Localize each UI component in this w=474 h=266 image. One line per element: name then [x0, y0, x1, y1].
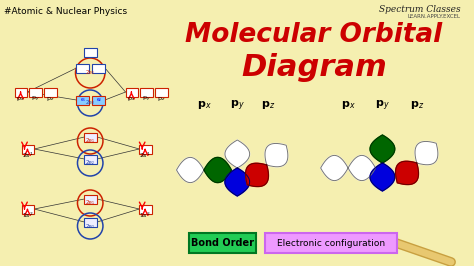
- Polygon shape: [265, 143, 288, 167]
- Text: 2e₁: 2e₁: [86, 139, 95, 143]
- Polygon shape: [370, 135, 395, 163]
- Polygon shape: [370, 163, 395, 191]
- Text: Molecular Orbital: Molecular Orbital: [185, 22, 442, 48]
- Text: p$_z$: p$_z$: [410, 99, 424, 111]
- Polygon shape: [204, 157, 231, 182]
- Polygon shape: [396, 161, 419, 185]
- Text: p$_x$: p$_x$: [127, 95, 136, 103]
- Text: LEARN.APPLY.EXCEL: LEARN.APPLY.EXCEL: [408, 14, 461, 19]
- Bar: [92, 96, 105, 105]
- Bar: [140, 88, 153, 97]
- Bar: [84, 48, 97, 57]
- Text: 2s$^1$: 2s$^1$: [139, 151, 151, 160]
- Bar: [15, 88, 27, 97]
- Text: 2s$^1$: 2s$^1$: [22, 151, 33, 160]
- Bar: [84, 218, 97, 227]
- Text: p$_z$: p$_z$: [46, 95, 54, 103]
- Text: 2e₂: 2e₂: [86, 101, 95, 106]
- Text: 2e₂: 2e₂: [86, 160, 95, 165]
- Bar: [92, 64, 105, 73]
- Text: p$_x$: p$_x$: [197, 99, 211, 111]
- Bar: [139, 145, 152, 154]
- Text: Spectrum Classes: Spectrum Classes: [379, 5, 461, 14]
- Polygon shape: [246, 163, 268, 186]
- Bar: [84, 155, 97, 164]
- Text: 2e₂: 2e₂: [86, 223, 95, 228]
- Polygon shape: [176, 157, 204, 182]
- Text: p$_y$: p$_y$: [230, 98, 245, 113]
- Bar: [84, 195, 97, 204]
- Bar: [76, 96, 89, 105]
- Bar: [29, 88, 42, 97]
- Bar: [44, 88, 57, 97]
- Text: p$_z$: p$_z$: [156, 95, 165, 103]
- Bar: [139, 205, 152, 214]
- Polygon shape: [415, 142, 438, 165]
- Polygon shape: [320, 155, 348, 181]
- Text: Bond Order: Bond Order: [191, 238, 254, 248]
- Bar: [84, 133, 97, 142]
- Text: 1s$^2$: 1s$^2$: [22, 211, 33, 220]
- Text: Electronic configuration: Electronic configuration: [277, 239, 385, 247]
- Text: 2e₁: 2e₁: [86, 70, 95, 76]
- Bar: [76, 64, 89, 73]
- Text: 1s$^2$: 1s$^2$: [139, 211, 151, 220]
- Polygon shape: [225, 168, 250, 196]
- Bar: [126, 88, 138, 97]
- Polygon shape: [348, 155, 375, 181]
- Bar: [22, 205, 34, 214]
- Text: 2e₁: 2e₁: [86, 201, 95, 206]
- Text: #Atomic & Nuclear Physics: #Atomic & Nuclear Physics: [4, 7, 127, 16]
- Text: e₂: e₂: [97, 97, 101, 102]
- Text: p$_x$: p$_x$: [16, 95, 25, 103]
- Text: p$_z$: p$_z$: [261, 99, 275, 111]
- Bar: [265, 233, 397, 253]
- Text: p$_x$: p$_x$: [341, 99, 356, 111]
- Text: p$_y$: p$_y$: [31, 95, 40, 104]
- Text: p$_y$: p$_y$: [375, 98, 390, 113]
- Text: p$_y$: p$_y$: [142, 95, 150, 104]
- Text: e₁: e₁: [81, 97, 86, 102]
- Text: Diagram: Diagram: [241, 53, 387, 82]
- Bar: [22, 145, 34, 154]
- Bar: [189, 233, 256, 253]
- Polygon shape: [225, 140, 250, 168]
- Bar: [155, 88, 168, 97]
